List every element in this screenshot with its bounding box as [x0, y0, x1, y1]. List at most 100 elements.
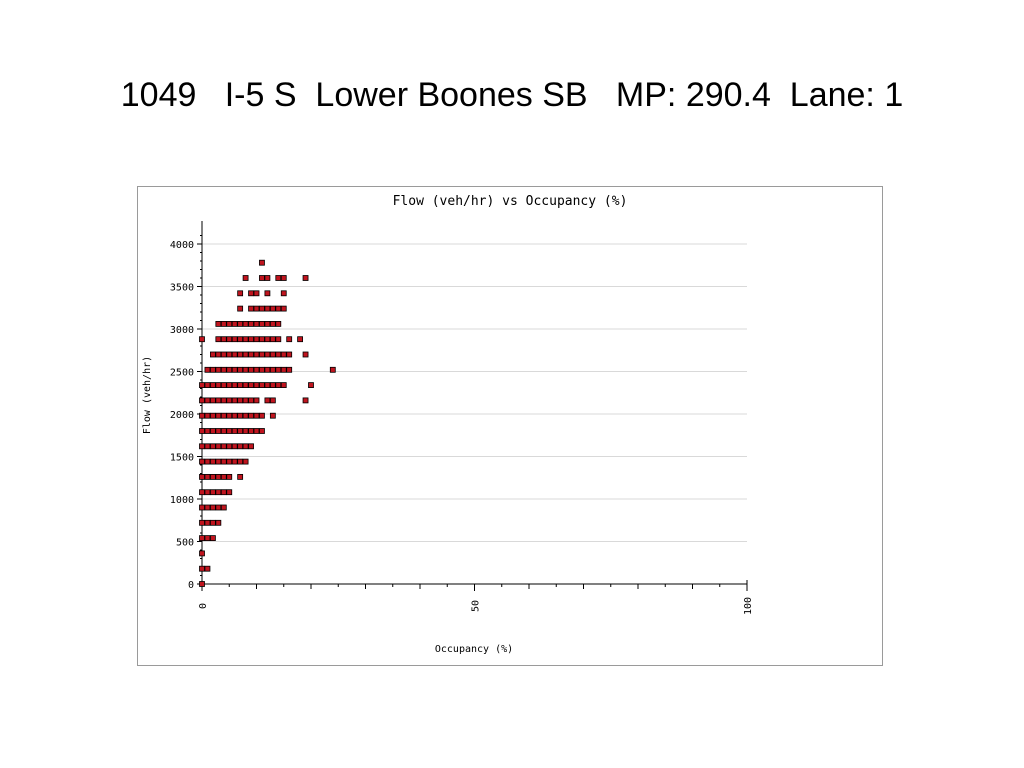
data-point	[237, 412, 244, 419]
x-tick-label: 100	[743, 597, 754, 615]
data-point	[269, 397, 276, 404]
data-point	[204, 366, 211, 373]
data-point	[259, 382, 265, 389]
data-point	[226, 443, 233, 450]
data-point	[204, 489, 211, 496]
data-point	[286, 336, 293, 343]
data-point	[242, 458, 249, 465]
data-point	[226, 397, 233, 404]
data-point	[253, 305, 260, 312]
data-point	[220, 320, 227, 327]
data-point	[226, 489, 233, 496]
data-point	[269, 305, 276, 312]
data-point	[210, 366, 216, 373]
data-point	[226, 366, 233, 373]
data-point	[242, 428, 249, 434]
data-point	[204, 397, 211, 404]
data-point	[226, 351, 233, 358]
data-point	[220, 412, 227, 419]
data-point	[199, 504, 205, 511]
data-point	[215, 366, 222, 373]
data-point	[220, 489, 227, 496]
data-point	[204, 504, 211, 511]
data-point	[237, 473, 244, 480]
data-point	[248, 412, 254, 419]
data-point	[220, 336, 227, 343]
data-point	[264, 320, 271, 327]
data-point	[264, 336, 271, 343]
data-point	[231, 412, 238, 419]
data-point	[248, 382, 254, 389]
y-tick-label: 2500	[170, 368, 194, 379]
data-point	[302, 351, 309, 358]
data-point	[259, 412, 265, 419]
data-point	[210, 489, 216, 496]
data-point	[280, 290, 287, 297]
data-point	[220, 458, 227, 465]
gridlines	[202, 243, 747, 542]
data-point	[237, 366, 244, 373]
data-point	[248, 336, 254, 343]
data-point	[242, 412, 249, 419]
data-point	[253, 366, 260, 373]
data-point	[210, 351, 216, 358]
data-point	[242, 397, 249, 404]
data-point	[248, 320, 254, 327]
data-point	[269, 382, 276, 389]
data-point	[237, 305, 244, 312]
data-point	[237, 336, 244, 343]
data-point	[302, 397, 309, 404]
data-point	[253, 397, 260, 404]
x-axis-label: Occupancy (%)	[435, 644, 513, 655]
y-tick-label: 1500	[170, 453, 194, 464]
data-point	[280, 305, 287, 312]
data-point	[226, 382, 233, 389]
data-point	[199, 489, 205, 496]
data-point	[242, 351, 249, 358]
data-point	[259, 275, 265, 281]
data-point	[204, 473, 211, 480]
data-point	[204, 519, 211, 526]
data-point	[264, 275, 271, 281]
data-point	[248, 443, 254, 450]
data-point	[210, 397, 216, 404]
data-point	[220, 366, 227, 373]
data-point	[275, 336, 282, 343]
data-point	[199, 535, 205, 542]
data-point	[220, 351, 227, 358]
data-point	[275, 351, 282, 358]
data-point	[286, 366, 293, 373]
scatter-chart: Flow (veh/hr) vs Occupancy (%) 050010001…	[142, 194, 754, 655]
data-point	[215, 412, 222, 419]
y-tick-label: 0	[188, 580, 194, 591]
data-point	[269, 336, 276, 343]
data-point	[204, 428, 211, 434]
chart-title: Flow (veh/hr) vs Occupancy (%)	[393, 194, 628, 209]
data-point	[204, 443, 211, 450]
data-point	[199, 443, 205, 450]
data-point	[280, 351, 287, 358]
data-point	[248, 397, 254, 404]
data-point	[269, 320, 276, 327]
data-point	[215, 458, 222, 465]
data-point	[220, 382, 227, 389]
data-point	[275, 366, 282, 373]
x-tick-label: 50	[471, 600, 482, 612]
data-point	[215, 428, 222, 434]
data-point	[275, 382, 282, 389]
data-point	[242, 275, 249, 281]
y-tick-label: 500	[176, 538, 194, 549]
data-point	[297, 336, 304, 343]
data-point	[253, 351, 260, 358]
y-tick-label: 4000	[170, 240, 194, 251]
data-point	[210, 504, 216, 511]
data-point	[210, 458, 216, 465]
data-point	[231, 443, 238, 450]
data-point	[204, 458, 211, 465]
data-point	[242, 443, 249, 450]
data-point	[242, 382, 249, 389]
data-point	[264, 397, 271, 404]
data-point	[242, 366, 249, 373]
data-point	[248, 428, 254, 434]
data-point	[248, 305, 254, 312]
